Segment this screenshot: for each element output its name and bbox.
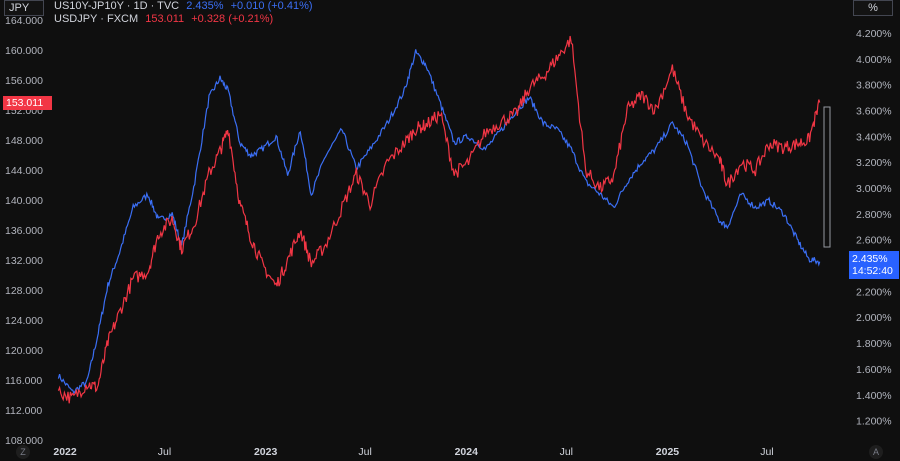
x-tick-label: 2024 [455, 446, 479, 458]
left-price-axis: 108.000 112.000 116.000 120.000 124.000 128.0… [5, 15, 43, 447]
left-tick-label: 128.000 [5, 285, 43, 297]
left-tick-label: 108.000 [5, 435, 43, 447]
x-tick-label: 2022 [53, 446, 77, 458]
left-tick-label: 136.000 [5, 225, 43, 237]
left-last-price-tag: 153.011 [3, 96, 52, 110]
auto-scale-button[interactable]: A [869, 445, 883, 459]
series-layer [57, 35, 821, 404]
right-tick-label: 3.200% [856, 157, 892, 169]
right-tick-label: 1.200% [856, 416, 892, 428]
left-tick-label: 148.000 [5, 135, 43, 147]
right-tick-label: 3.800% [856, 80, 892, 92]
series-line-1 [57, 49, 821, 395]
right-tick-label: 1.600% [856, 364, 892, 376]
right-tick-label: 4.000% [856, 54, 892, 66]
left-tick-label: 164.000 [5, 15, 43, 27]
legend-series-2-name: USDJPY · FXCM [54, 13, 139, 25]
left-tick-label: 140.000 [5, 195, 43, 207]
time-axis: 2022 Jul 2023 Jul 2024 Jul 2025 Jul [53, 446, 773, 458]
left-tick-label: 112.000 [5, 405, 42, 417]
zoom-button[interactable]: Z [16, 445, 30, 459]
right-tick-label: 3.600% [856, 105, 892, 117]
right-tick-label: 3.000% [856, 183, 892, 195]
left-tick-label: 116.000 [5, 375, 42, 387]
right-percent-axis: 1.200%1.400%1.600%1.800%2.000%2.200%2.40… [856, 28, 892, 428]
left-tick-label: 132.000 [5, 255, 43, 267]
left-tick-label: 120.000 [5, 345, 43, 357]
x-tick-label: 2025 [656, 446, 680, 458]
legend-series-1-change: +0.010 (+0.41%) [230, 0, 313, 12]
range-bracket [823, 106, 831, 248]
legend-series-1-value: 2.435% [186, 0, 224, 12]
right-tick-label: 1.400% [856, 390, 892, 402]
right-last-value: 2.435% [852, 253, 888, 265]
x-tick-label: Jul [158, 446, 171, 458]
legend-series-2-change: +0.328 (+0.21%) [191, 13, 274, 25]
right-tick-label: 2.200% [856, 286, 892, 298]
x-tick-label: 2023 [254, 446, 278, 458]
x-tick-label: Jul [358, 446, 371, 458]
right-tick-label: 3.400% [856, 131, 892, 143]
left-tick-label: 160.000 [5, 45, 43, 57]
series-line-2 [57, 35, 821, 404]
right-tick-label: 1.800% [856, 338, 892, 350]
right-tick-label: 4.200% [856, 28, 892, 40]
right-tick-label: 2.600% [856, 235, 892, 247]
legend-series-2-value: 153.011 [145, 13, 185, 25]
right-last-value-tag: 2.435% 14:52:40 [849, 251, 899, 279]
legend-series-2[interactable]: USDJPY · FXCM 153.011 +0.328 (+0.21%) [54, 13, 277, 25]
legend-series-1[interactable]: US10Y-JP10Y · 1D · TVC 2.435% +0.010 (+0… [54, 0, 317, 12]
x-tick-label: Jul [760, 446, 773, 458]
right-countdown: 14:52:40 [852, 265, 893, 277]
x-tick-label: Jul [560, 446, 573, 458]
right-unit-button[interactable]: % [853, 0, 893, 16]
left-tick-label: 124.000 [5, 315, 43, 327]
left-tick-label: 156.000 [5, 75, 43, 87]
right-tick-label: 2.800% [856, 209, 892, 221]
left-unit-button[interactable]: JPY [4, 0, 44, 16]
right-tick-label: 2.000% [856, 312, 892, 324]
legend-series-1-name: US10Y-JP10Y · 1D · TVC [54, 0, 180, 12]
left-tick-label: 144.000 [5, 165, 43, 177]
